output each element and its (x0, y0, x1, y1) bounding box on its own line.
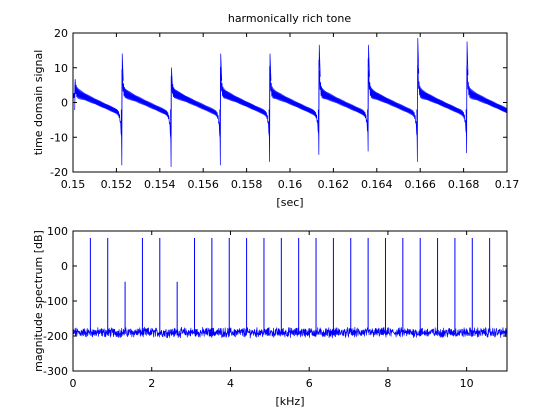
top-y-ticks: -20 -10 0 10 20 (50, 27, 507, 179)
top-plot-area (72, 32, 508, 173)
bottom-x-label: [kHz] (276, 395, 305, 408)
top-title: harmonically rich tone (228, 12, 352, 25)
bottom-x-tick-label: 0 (70, 377, 77, 390)
top-x-tick-label: 0.166 (404, 178, 436, 191)
bottom-x-tick-label: 6 (306, 377, 313, 390)
top-x-tick-label: 0.16 (278, 178, 303, 191)
bottom-x-tick-label: 4 (227, 377, 234, 390)
bottom-x-tick-label: 10 (460, 377, 474, 390)
top-x-tick-label: 0.156 (187, 178, 219, 191)
bottom-x-tick-label: 8 (384, 377, 391, 390)
bottom-x-ticks: 0 2 4 6 8 10 (70, 231, 474, 390)
top-y-tick-label: 20 (54, 27, 68, 40)
top-signal-line (72, 37, 508, 168)
bottom-y-tick-label: 100 (47, 225, 68, 238)
bottom-x-tick-label: 2 (148, 377, 155, 390)
bottom-y-ticks: -300 -200 -100 0 100 (43, 225, 507, 378)
bottom-y-tick-label: -200 (43, 330, 68, 343)
bottom-harmonics (89, 238, 508, 333)
top-y-tick-label: -20 (50, 166, 68, 179)
bottom-noise-floor-line (72, 326, 508, 339)
top-y-tick-label: -10 (50, 131, 68, 144)
top-x-tick-label: 0.158 (231, 178, 263, 191)
bottom-plot-area (72, 230, 508, 372)
top-x-tick-label: 0.154 (144, 178, 176, 191)
top-x-ticks: 0.15 0.152 0.154 0.156 0.158 0.16 0.162 0.164 0.… (61, 33, 520, 191)
bottom-subplot: 0 2 4 6 8 10 -300 -200 -100 0 100 [kHz] magnitude… (32, 225, 508, 408)
top-x-tick-label: 0.15 (61, 178, 86, 191)
top-y-label: time domain signal (32, 50, 45, 156)
top-x-label: [sec] (276, 196, 303, 209)
top-y-tick-label: 0 (61, 97, 68, 110)
bottom-y-tick-label: 0 (61, 260, 68, 273)
top-y-tick-label: 10 (54, 62, 68, 75)
bottom-axes-background (73, 231, 507, 371)
top-x-tick-label: 0.152 (101, 178, 133, 191)
top-x-tick-label: 0.162 (318, 178, 350, 191)
bottom-y-label: magnitude spectrum [dB] (32, 230, 45, 372)
top-subplot: harmonically rich tone 0.15 0.152 0.154 0.1… (32, 12, 519, 209)
bottom-y-tick-label: -100 (43, 295, 68, 308)
top-x-tick-label: 0.164 (361, 178, 393, 191)
top-x-tick-label: 0.168 (448, 178, 480, 191)
top-x-tick-label: 0.17 (495, 178, 520, 191)
bottom-y-tick-label: -300 (43, 365, 68, 378)
